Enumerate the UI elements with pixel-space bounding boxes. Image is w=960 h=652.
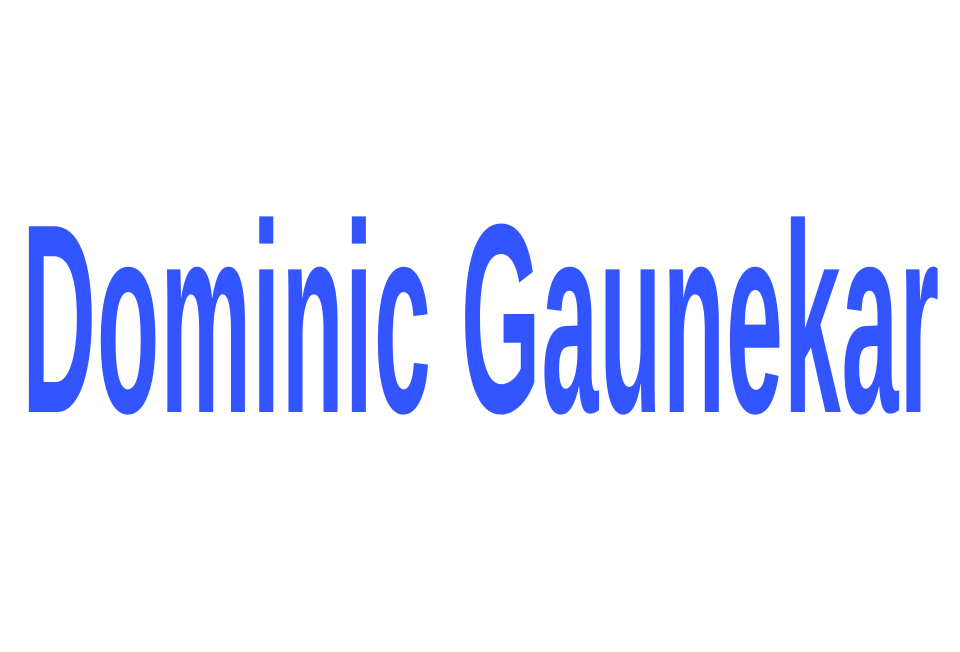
title-banner: Dominic Gaunekar — [0, 190, 960, 450]
title-text: Dominic Gaunekar — [22, 190, 940, 450]
